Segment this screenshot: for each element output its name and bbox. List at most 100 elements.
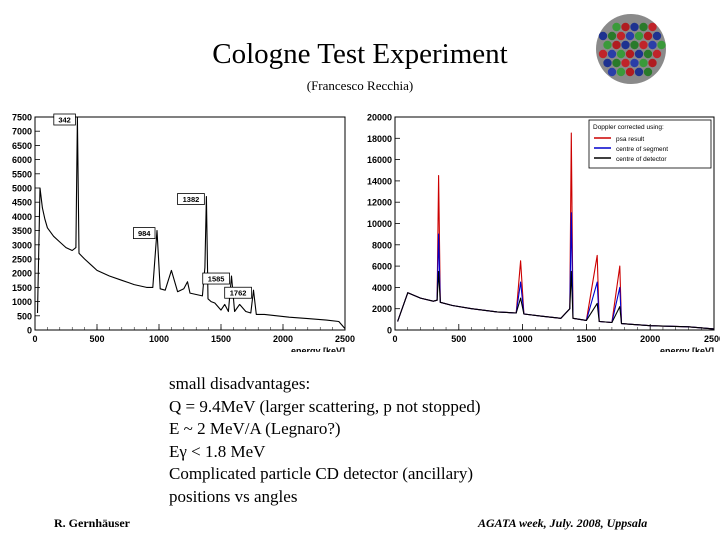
legend-label: centre of detector: [616, 156, 667, 163]
sphere-cell: [648, 22, 657, 32]
sphere-cell: [643, 31, 653, 41]
y-tick-label: 5500: [12, 169, 32, 179]
peak-label-box: [133, 227, 156, 239]
bullet-item: Complicated particle CD detector (ancill…: [169, 464, 473, 483]
sphere-cell: [603, 58, 612, 68]
sphere-cell: [621, 58, 630, 68]
peak-label: 1762: [230, 289, 247, 298]
sphere-cell: [625, 67, 635, 77]
y-tick-label: 2000: [372, 304, 392, 314]
bullet-item: Q = 9.4MeV (larger scattering, p not sto…: [169, 396, 481, 416]
slide-title: Cologne Test Experiment: [212, 38, 508, 70]
bullet-item: E ~ 2 MeV/A (Legnaro?): [169, 419, 341, 438]
sphere-cell: [607, 31, 617, 41]
footer-event: AGATA week, July. 2008, Uppsala: [478, 516, 648, 530]
sphere-cell: [612, 22, 621, 32]
sphere-cell: [639, 58, 648, 68]
x-axis-label: energy [keV]: [660, 346, 714, 352]
y-tick-label: 8000: [372, 240, 392, 250]
sphere-cell: [603, 40, 612, 50]
y-tick-label: 4500: [12, 198, 32, 208]
y-tick-label: 18000: [367, 134, 392, 144]
y-tick-label: 3000: [12, 240, 32, 250]
geodesic-sphere-detector-icon: [596, 14, 666, 84]
sphere-cell: [652, 31, 662, 41]
sphere-cell: [634, 67, 644, 77]
y-tick-label: 2000: [12, 269, 32, 279]
y-tick-label: 12000: [367, 198, 392, 208]
x-tick-label: 2500: [704, 334, 720, 344]
bullet-item: positions vs angles: [169, 486, 298, 506]
legend-label: centre of segment: [616, 146, 668, 153]
sphere-cell: [598, 31, 608, 41]
y-tick-label: 10000: [367, 219, 392, 229]
bullet-list: small disadvantages: Q = 9.4MeV (larger …: [169, 373, 481, 508]
x-tick-label: 1500: [576, 334, 596, 344]
plot-frame: [34, 116, 346, 331]
x-tick-label: 2000: [640, 334, 660, 344]
sphere-body: [596, 14, 666, 84]
x-tick-label: 500: [451, 334, 466, 344]
y-tick-label: 500: [17, 311, 32, 321]
peak-label: 1585: [208, 275, 225, 284]
y-tick-label: 16000: [367, 155, 392, 165]
sphere-cell: [621, 40, 630, 50]
peak-label: 1382: [183, 195, 200, 204]
peak-label-box: [224, 286, 252, 299]
y-tick-label: 0: [387, 326, 392, 336]
sphere-cell: [648, 58, 657, 68]
sphere-cell: [634, 49, 644, 59]
sphere-cell: [643, 49, 653, 59]
sphere-cell: [598, 49, 608, 59]
y-tick-label: 2500: [12, 255, 32, 265]
slide-subtitle: (Francesco Recchia): [306, 78, 414, 93]
sphere-cell: [607, 49, 617, 59]
sphere-cell: [648, 40, 657, 50]
legend-label: psa result: [616, 136, 644, 143]
sphere-cell: [612, 58, 621, 68]
sphere-cell: [652, 49, 662, 59]
spectrum-plot-doppler-corrected: 0 2000 4000 6000 8000 10000 12000 14000 16000 180…: [367, 113, 720, 353]
bullet-item: Eγ < 1.8 MeV: [169, 441, 266, 461]
y-tick-label: 0: [27, 326, 32, 336]
y-tick-label: 3500: [12, 226, 32, 236]
peak-label: 984: [138, 229, 151, 238]
bullet-item: small disadvantages:: [169, 374, 311, 393]
y-tick-label: 20000: [367, 113, 392, 123]
peak-label-box: [177, 193, 205, 205]
y-tick-label: 6000: [372, 262, 392, 272]
sphere-cell: [621, 22, 630, 32]
peak-label-box: [202, 272, 230, 285]
sphere-cell: [616, 31, 626, 41]
y-tick-label: 4000: [12, 212, 32, 222]
x-tick-label: 0: [32, 334, 37, 344]
sphere-cell: [616, 67, 626, 77]
y-tick-label: 6500: [12, 141, 32, 151]
legend-title: Doppler corrected using:: [593, 124, 664, 131]
x-tick-label: 500: [89, 334, 104, 344]
x-tick-label: 2000: [273, 334, 293, 344]
sphere-cell: [607, 67, 617, 77]
series-line: [397, 270, 715, 330]
sphere-cell: [634, 31, 644, 41]
y-tick-label: 1500: [12, 283, 32, 293]
x-tick-label: 1000: [513, 334, 533, 344]
sphere-cell: [612, 40, 621, 50]
sphere-cell: [625, 31, 635, 41]
x-tick-label: 2500: [335, 334, 355, 344]
sphere-cell: [630, 40, 639, 50]
sphere-cell: [639, 22, 648, 32]
legend-box: [588, 119, 712, 169]
y-tick-label: 5000: [12, 184, 32, 194]
y-tick-label: 4000: [372, 283, 392, 293]
y-tick-label: 7000: [12, 127, 32, 137]
sphere-cell: [625, 49, 635, 59]
x-axis-label: energy [keV]: [291, 346, 345, 352]
x-tick-label: 1500: [211, 334, 231, 344]
peak-label: 342: [58, 116, 71, 125]
spectrum-plot-uncorrected: 0500100015002000250030003500400045005000…: [12, 113, 355, 353]
y-tick-label: 1000: [12, 297, 32, 307]
y-tick-label: 14000: [367, 176, 392, 186]
sphere-cell: [630, 22, 639, 32]
sphere-cell: [616, 49, 626, 59]
